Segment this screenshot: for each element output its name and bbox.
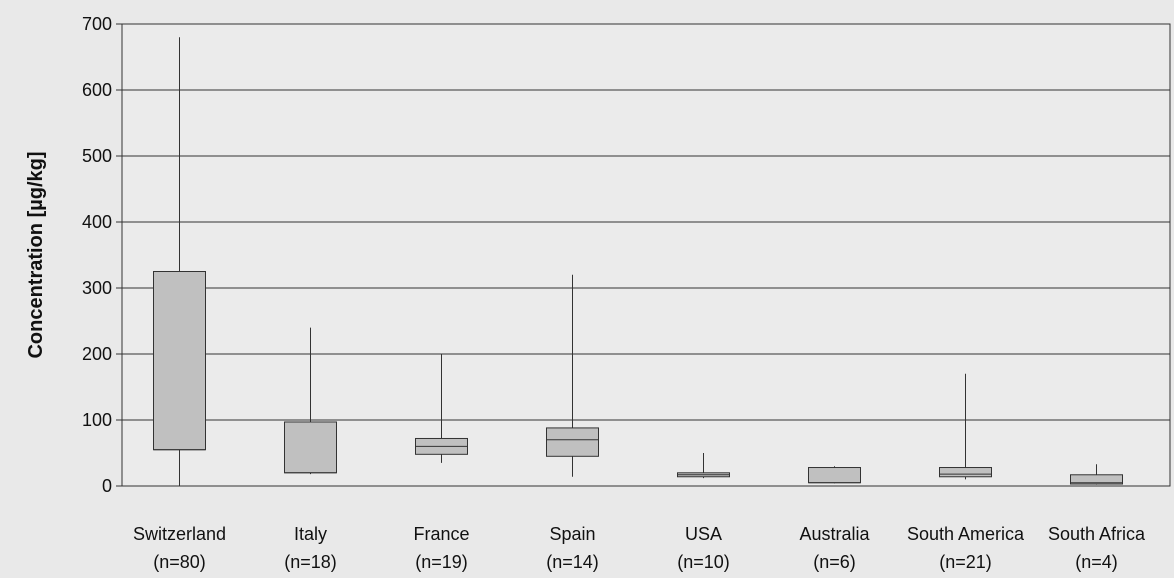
category-label: Spain [549,524,595,544]
y-tick-label: 300 [82,278,112,298]
category-label: South Africa [1048,524,1146,544]
box-italy [284,327,337,475]
y-tick-label: 700 [82,14,112,34]
sample-size-label: (n=21) [939,552,992,572]
category-label: USA [685,524,722,544]
sample-size-label: (n=19) [415,552,468,572]
box-france [415,354,468,463]
sample-size-label: (n=6) [813,552,856,572]
box-iqr [808,467,861,484]
box-spain [546,274,599,477]
box-south-america [939,373,992,480]
category-label: France [413,524,469,544]
category-label: South America [907,524,1025,544]
sample-size-label: (n=4) [1075,552,1118,572]
sample-size-label: (n=10) [677,552,730,572]
x-axis-labels: Switzerland (n=80) Italy (n=18) France (n=19)… [133,524,1146,572]
gridlines [122,23,1170,487]
sample-size-label: (n=18) [284,552,337,572]
y-axis-label: Concentration [µg/kg] [25,151,47,358]
y-tick-label: 100 [82,410,112,430]
box-iqr [284,421,337,474]
sample-size-label: (n=14) [546,552,599,572]
y-tick-label: 500 [82,146,112,166]
box-south-africa [1070,464,1123,485]
category-label: Australia [799,524,870,544]
y-tick-label: 200 [82,344,112,364]
plot-area [121,23,1171,487]
category-label: Switzerland [133,524,226,544]
box-iqr [939,467,992,478]
box-usa [677,453,730,479]
sample-size-label: (n=80) [153,552,206,572]
y-tick-label: 600 [82,80,112,100]
y-tick-label: 400 [82,212,112,232]
y-axis-ticks: 0 100 200 300 400 500 600 700 [82,14,122,496]
box-iqr [153,271,206,451]
box-switzerland [153,37,206,486]
box-australia [808,466,861,484]
box-iqr [1070,474,1123,485]
box-iqr [546,427,599,457]
boxes [153,37,1123,486]
category-label: Italy [294,524,327,544]
y-tick-label: 0 [102,476,112,496]
